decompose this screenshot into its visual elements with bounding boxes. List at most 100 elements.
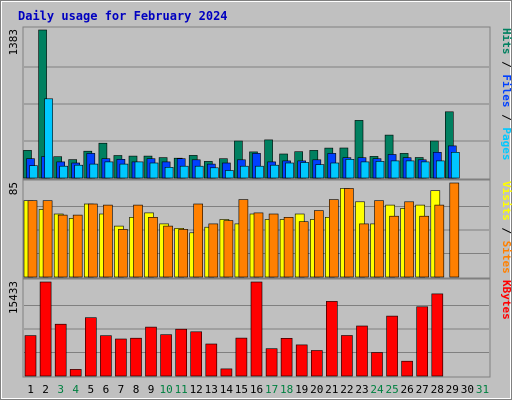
x-tick-label-28: 28 xyxy=(431,383,444,396)
bar-kbytes-day-13 xyxy=(205,343,218,377)
bar-pages-day-28 xyxy=(435,160,445,179)
bar-kbytes-day-8 xyxy=(130,337,142,377)
x-tick-label-15: 15 xyxy=(235,383,248,396)
bar-sites-day-21 xyxy=(328,199,339,278)
bar-sites-day-25 xyxy=(389,215,399,278)
x-tick-label-17: 17 xyxy=(265,383,278,396)
bar-kbytes-day-11 xyxy=(175,328,187,377)
bar-pages-day-13 xyxy=(210,167,219,179)
bar-kbytes-day-12 xyxy=(190,331,202,377)
x-tick-label-22: 22 xyxy=(340,383,353,396)
bar-kbytes-day-5 xyxy=(85,317,97,377)
bar-sites-day-11 xyxy=(178,229,188,278)
bar-kbytes-day-3 xyxy=(54,323,67,377)
bar-kbytes-day-15 xyxy=(235,337,248,377)
bar-kbytes-day-2 xyxy=(39,281,52,377)
x-tick-label-8: 8 xyxy=(133,383,140,396)
bar-kbytes-day-9 xyxy=(145,326,157,377)
bar-sites-day-3 xyxy=(57,214,68,278)
x-axis-labels: 1 2 3 4 5 6 7 8 9 10 11 12 13 14 15 16 17 18 19 20 21 22 23 24 2… xyxy=(27,383,489,396)
bar-pages-day-24 xyxy=(375,161,385,179)
bar-pages-day-4 xyxy=(74,164,83,179)
panel-hits-ymax-label: 1383 xyxy=(7,29,20,56)
bar-kbytes-day-27 xyxy=(416,306,429,377)
bar-sites-day-1 xyxy=(27,200,38,278)
bar-pages-day-15 xyxy=(240,165,249,179)
bar-kbytes-day-4 xyxy=(69,369,82,377)
x-tick-label-26: 26 xyxy=(400,383,413,396)
bar-pages-day-23 xyxy=(360,161,370,179)
bar-pages-day-17 xyxy=(270,164,279,179)
bar-sites-day-12 xyxy=(193,203,203,278)
bar-sites-day-24 xyxy=(374,200,384,278)
bar-kbytes-day-18 xyxy=(280,337,293,377)
x-tick-label-10: 10 xyxy=(159,383,172,396)
legend-pages-label: Pages xyxy=(500,127,512,160)
bar-pages-day-16 xyxy=(255,165,264,179)
panels-layer: 1383 Hits / Files / Pages 85 Visits / Sites… xyxy=(7,26,512,378)
bar-pages-day-9 xyxy=(149,162,159,179)
bar-pages-day-20 xyxy=(315,164,325,179)
bar-kbytes-day-7 xyxy=(115,338,127,377)
bar-kbytes-day-10 xyxy=(160,334,172,377)
x-tick-label-23: 23 xyxy=(355,383,368,396)
bar-kbytes-day-16 xyxy=(250,281,263,377)
bar-sites-day-4 xyxy=(72,214,83,278)
bar-pages-day-8 xyxy=(134,161,144,179)
bar-sites-day-29 xyxy=(449,182,460,278)
bar-pages-day-10 xyxy=(164,167,174,179)
x-tick-label-25: 25 xyxy=(385,383,398,396)
bar-sites-day-6 xyxy=(103,204,113,278)
x-tick-label-12: 12 xyxy=(190,383,203,396)
x-tick-label-20: 20 xyxy=(310,383,323,396)
x-tick-label-30: 30 xyxy=(461,383,474,396)
bar-sites-day-15 xyxy=(238,199,249,278)
bar-sites-day-19 xyxy=(298,221,309,278)
x-tick-label-4: 4 xyxy=(72,383,79,396)
bar-sites-day-2 xyxy=(42,200,53,278)
bar-sites-day-18 xyxy=(283,217,294,278)
legend-sites-label: Sites xyxy=(500,241,512,274)
bar-kbytes-day-28 xyxy=(431,293,444,377)
bar-kbytes-day-22 xyxy=(341,335,353,377)
x-tick-label-11: 11 xyxy=(175,383,188,396)
bar-pages-day-29 xyxy=(450,152,460,179)
bar-pages-day-27 xyxy=(420,161,430,179)
panel-hits: 1383 Hits / Files / Pages xyxy=(7,26,512,180)
x-tick-label-6: 6 xyxy=(103,383,110,396)
bar-sites-day-17 xyxy=(268,213,279,278)
bar-sites-day-7 xyxy=(118,229,128,278)
panel-kbytes-ymax-label: 15433 xyxy=(7,281,20,314)
x-tick-label-9: 9 xyxy=(148,383,155,396)
bar-sites-day-23 xyxy=(359,223,369,278)
panel-kbytes: 15433 KBytes xyxy=(7,278,512,378)
legend--label: / xyxy=(500,55,512,75)
panel-visits-ymax-label: 85 xyxy=(7,182,20,195)
bar-kbytes-day-19 xyxy=(295,344,308,377)
bar-kbytes-day-24 xyxy=(371,352,383,377)
bar-kbytes-day-21 xyxy=(325,301,338,377)
bar-kbytes-day-6 xyxy=(100,335,112,377)
bar-pages-day-7 xyxy=(119,163,129,179)
x-tick-label-24: 24 xyxy=(370,383,384,396)
x-tick-label-19: 19 xyxy=(295,383,308,396)
bar-pages-day-6 xyxy=(104,161,114,179)
legend--label: / xyxy=(500,221,512,241)
bar-sites-day-9 xyxy=(148,217,158,278)
bar-pages-day-11 xyxy=(179,165,189,179)
legend-visits-label: Visits xyxy=(500,181,512,221)
panel-visits-legend: Visits / Sites xyxy=(500,181,512,274)
bar-pages-day-3 xyxy=(59,165,69,179)
panel-kbytes-legend: KBytes xyxy=(500,280,512,320)
bar-kbytes-day-25 xyxy=(386,315,398,377)
bar-sites-day-22 xyxy=(344,188,354,278)
bar-kbytes-day-20 xyxy=(310,350,323,377)
bar-pages-day-19 xyxy=(300,162,310,179)
bar-sites-day-5 xyxy=(88,203,98,278)
bar-pages-day-22 xyxy=(345,159,355,179)
x-tick-label-27: 27 xyxy=(416,383,429,396)
outer-highlight xyxy=(1,1,511,399)
bar-sites-day-16 xyxy=(253,212,264,278)
